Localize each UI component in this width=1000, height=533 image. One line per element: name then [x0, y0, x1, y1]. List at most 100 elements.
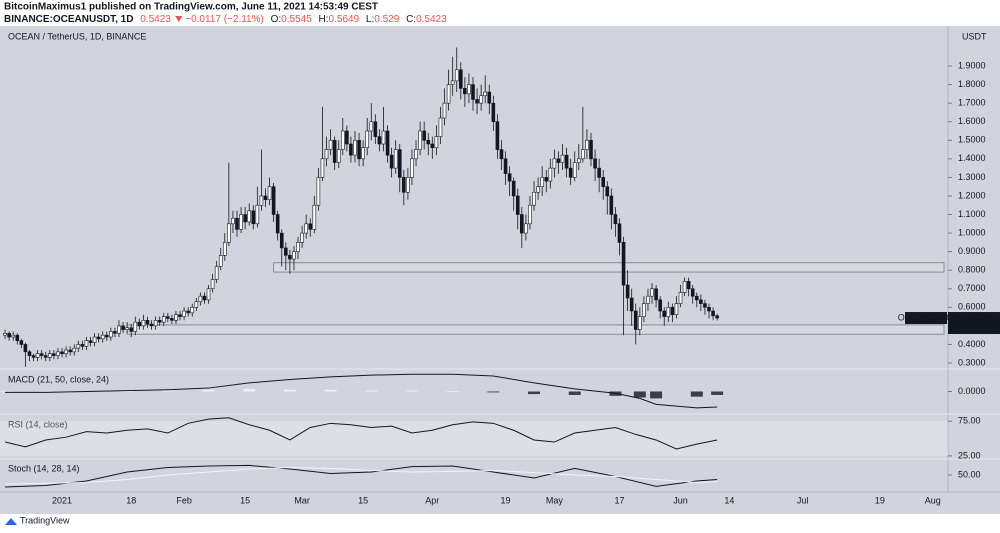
macd-histogram-bar: [365, 390, 378, 392]
candle-body: [471, 84, 475, 100]
candle-body: [263, 195, 268, 200]
candle-body: [483, 91, 488, 97]
candle-body: [332, 139, 337, 163]
candle-body: [499, 149, 504, 160]
candle-body: [369, 121, 374, 132]
candle-body: [467, 84, 471, 95]
candle-body: [3, 332, 7, 336]
symbol: BINANCE:OCEANUSDT, 1D: [4, 14, 133, 25]
candle-body: [548, 167, 553, 182]
candle-body: [15, 334, 20, 342]
x-tick-label: 15: [240, 495, 250, 505]
candle-body: [410, 158, 414, 178]
candle-body: [650, 288, 654, 297]
candle-body: [711, 310, 715, 317]
x-tick-label: 15: [358, 495, 368, 505]
tv-logo[interactable]: TradingView: [5, 515, 70, 525]
candle-body: [304, 223, 308, 234]
candle-body: [658, 299, 662, 312]
candle-body: [662, 310, 667, 317]
x-tick-label: Feb: [176, 495, 192, 505]
macd-histogram-bar: [202, 389, 215, 392]
candle-body: [699, 299, 703, 304]
candle-body: [186, 310, 190, 314]
candle-body: [528, 204, 532, 225]
y-tick-label: 0.0000: [958, 386, 986, 396]
candle-body: [340, 130, 345, 150]
y-tick-label: 1.4000: [958, 153, 986, 163]
candle-body: [434, 136, 439, 149]
candle-body: [422, 130, 426, 141]
y-tick-label: 50.00: [958, 469, 981, 479]
symbol-label: OCEANUSDT: [898, 312, 955, 322]
candle-body: [365, 130, 370, 149]
indicator-title: MACD (21, 50, close, 24): [8, 374, 109, 384]
macd-histogram-bar: [568, 391, 581, 395]
candle-body: [418, 130, 422, 150]
candle-body: [182, 310, 186, 317]
candle-body: [446, 84, 451, 104]
y-tick-label: 1.3000: [958, 172, 986, 182]
y-tick-label: 1.1000: [958, 209, 986, 219]
candle-body: [589, 139, 593, 160]
candle-body: [153, 320, 158, 327]
candle-body: [503, 158, 508, 174]
y-tick-label: 25.00: [958, 450, 981, 460]
candle-body: [72, 347, 77, 353]
candle-body: [540, 177, 544, 187]
candle-body: [430, 143, 435, 149]
macd-histogram-bar: [650, 391, 663, 399]
candle-body: [190, 307, 195, 314]
candle-body: [324, 149, 329, 160]
candle-body: [666, 307, 671, 317]
candle-body: [406, 177, 410, 193]
indicator-line: [4, 417, 718, 450]
candle-body: [621, 242, 626, 286]
candle-body: [231, 217, 235, 225]
candle-body: [11, 334, 16, 338]
candle-body: [642, 303, 646, 317]
candle-body: [707, 307, 711, 312]
candle-body: [438, 117, 443, 137]
macd-histogram-bar: [161, 390, 174, 392]
macd-histogram-bar: [283, 389, 296, 392]
indicator-title: RSI (14, close): [8, 419, 68, 429]
candle-body: [84, 340, 89, 347]
macd-histogram-bar: [121, 391, 134, 392]
publisher: BitcoinMaximus1 published on TradingView…: [4, 2, 378, 13]
candle-body: [674, 303, 679, 316]
x-tick-label: 17: [614, 495, 624, 505]
candle-body: [222, 242, 227, 256]
candle-body: [544, 177, 549, 182]
candle-body: [336, 149, 341, 163]
macd-histogram-bar: [405, 390, 418, 392]
ohlc-label: H:: [319, 14, 329, 25]
candle-body: [353, 139, 357, 156]
candle-body: [597, 167, 601, 178]
candle-body: [145, 320, 150, 325]
x-tick-label: Jun: [673, 495, 688, 505]
x-tick-label: Aug: [925, 495, 941, 505]
candle-body: [377, 136, 382, 145]
candle-body: [206, 288, 211, 301]
candle-body: [194, 301, 199, 308]
candle-body: [288, 255, 292, 260]
candle-body: [121, 325, 125, 330]
change: −0.0117 (−2.11%): [185, 14, 264, 25]
candle-body: [109, 331, 113, 338]
x-tick-label: 18: [126, 495, 136, 505]
candle-body: [68, 349, 72, 353]
candle-body: [92, 336, 97, 343]
price-label: 0.5423: [958, 312, 986, 322]
candle-body: [646, 295, 650, 304]
candle-body: [564, 154, 569, 169]
ohlc-label: O:: [271, 14, 282, 25]
candle-body: [308, 223, 313, 230]
macd-histogram-bar: [446, 391, 459, 392]
candle-body: [638, 316, 642, 330]
candle-body: [56, 351, 60, 356]
candle-body: [218, 255, 223, 267]
candle-body: [96, 336, 101, 340]
candle-body: [585, 139, 589, 150]
